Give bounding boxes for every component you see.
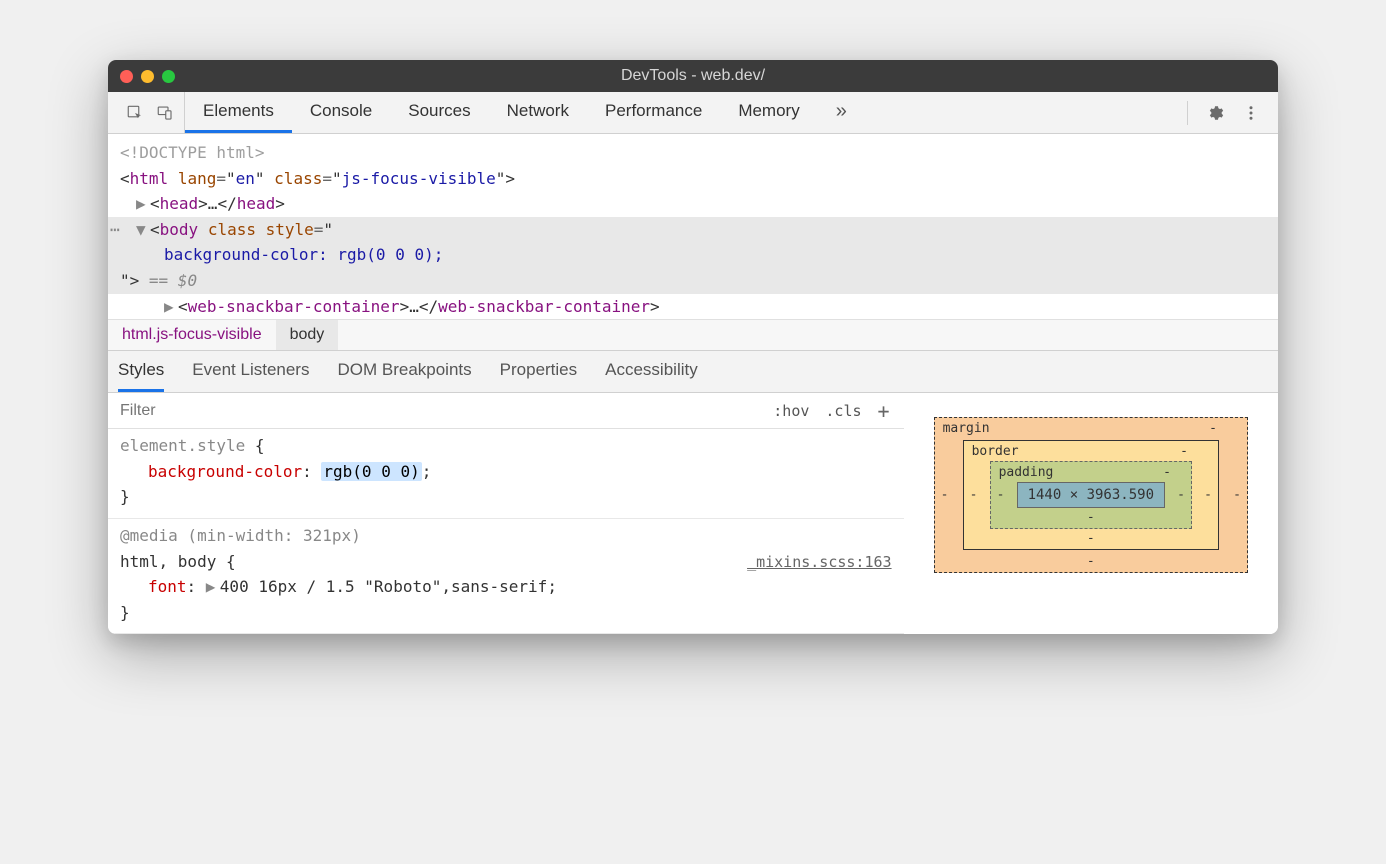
padding-label: padding	[999, 465, 1054, 480]
border-top-val: -	[1180, 444, 1188, 459]
margin-label: margin	[943, 421, 990, 436]
tab-network[interactable]: Network	[489, 92, 587, 133]
padding-right-val: -	[1177, 488, 1185, 503]
subtab-event-listeners[interactable]: Event Listeners	[192, 351, 309, 392]
dom-tree-panel[interactable]: <!DOCTYPE html> <html lang="en" class="j…	[108, 134, 1278, 319]
styles-filter-bar: :hov .cls +	[108, 393, 904, 429]
tab-performance[interactable]: Performance	[587, 92, 720, 133]
tab-elements[interactable]: Elements	[185, 92, 292, 133]
padding-top-val: -	[1163, 465, 1171, 480]
border-bottom-val: -	[1087, 531, 1095, 546]
minimize-button[interactable]	[141, 70, 154, 83]
kebab-menu-icon[interactable]	[1242, 104, 1260, 122]
margin-left-val: -	[941, 488, 949, 503]
gear-icon[interactable]	[1206, 104, 1224, 122]
crumb-body[interactable]: body	[276, 320, 339, 350]
box-model-border[interactable]: border - - - - padding - - - - 1440 × 39…	[963, 440, 1219, 550]
crumb-html[interactable]: html.js-focus-visible	[108, 320, 276, 350]
subtab-dom-breakpoints[interactable]: DOM Breakpoints	[337, 351, 471, 392]
cls-toggle[interactable]: .cls	[825, 402, 861, 420]
tab-memory[interactable]: Memory	[720, 92, 817, 133]
margin-top-val: -	[1209, 421, 1217, 436]
subtab-accessibility[interactable]: Accessibility	[605, 351, 698, 392]
breadcrumb: html.js-focus-visible body	[108, 319, 1278, 351]
bg-color-value[interactable]: rgb(0 0 0)	[321, 462, 421, 481]
dom-snackbar[interactable]: ▶<web-snackbar-container>…</web-snackbar…	[108, 294, 1278, 320]
style-rule-element[interactable]: element.style { background-color: rgb(0 …	[108, 429, 904, 519]
subtab-properties[interactable]: Properties	[500, 351, 577, 392]
border-left-val: -	[970, 488, 978, 503]
border-right-val: -	[1204, 488, 1212, 503]
box-model-pane: margin - - - - border - - - - padding - …	[904, 393, 1278, 634]
hov-toggle[interactable]: :hov	[773, 402, 809, 420]
dom-doctype[interactable]: <!DOCTYPE html>	[108, 140, 1278, 166]
padding-bottom-val: -	[1087, 510, 1095, 525]
close-button[interactable]	[120, 70, 133, 83]
box-model-margin[interactable]: margin - - - - border - - - - padding - …	[934, 417, 1248, 573]
subtab-styles[interactable]: Styles	[118, 351, 164, 392]
titlebar: DevTools - web.dev/	[108, 60, 1278, 92]
traffic-lights	[120, 70, 175, 83]
main-tabs: Elements Console Sources Network Perform…	[185, 92, 865, 133]
divider	[1187, 101, 1188, 125]
add-rule-button[interactable]: +	[878, 399, 890, 423]
padding-left-val: -	[997, 488, 1005, 503]
dom-body-close-ref: "> == $0	[108, 268, 1278, 294]
main-toolbar: Elements Console Sources Network Perform…	[108, 92, 1278, 134]
margin-right-val: -	[1233, 488, 1241, 503]
dom-head[interactable]: ▶<head>…</head>	[108, 191, 1278, 217]
inspect-icon[interactable]	[126, 104, 144, 122]
device-toggle-icon[interactable]	[156, 104, 174, 122]
styles-body: :hov .cls + element.style { background-c…	[108, 393, 1278, 634]
devtools-window: DevTools - web.dev/ Elements Console Sou…	[108, 60, 1278, 634]
margin-bottom-val: -	[1087, 554, 1095, 569]
source-link[interactable]: _mixins.scss:163	[747, 550, 892, 574]
toolbar-device-icons	[116, 92, 185, 133]
styles-filter-input[interactable]	[108, 402, 759, 420]
styles-rules-pane: :hov .cls + element.style { background-c…	[108, 393, 904, 634]
box-model-padding[interactable]: padding - - - - 1440 × 3963.590	[990, 461, 1192, 529]
border-label: border	[972, 444, 1019, 459]
box-model-content[interactable]: 1440 × 3963.590	[1017, 482, 1165, 508]
dom-html-open[interactable]: <html lang="en" class="js-focus-visible"…	[108, 166, 1278, 192]
styles-subtabs: Styles Event Listeners DOM Breakpoints P…	[108, 351, 1278, 393]
maximize-button[interactable]	[162, 70, 175, 83]
toolbar-right	[1177, 101, 1270, 125]
window-title: DevTools - web.dev/	[120, 67, 1266, 85]
tab-console[interactable]: Console	[292, 92, 390, 133]
style-rule-media[interactable]: @media (min-width: 321px) html, body { _…	[108, 519, 904, 634]
tabs-overflow-button[interactable]: »	[818, 92, 865, 133]
dom-body-selected[interactable]: ▼<body class style=" background-color: r…	[108, 217, 1278, 294]
tab-sources[interactable]: Sources	[390, 92, 488, 133]
